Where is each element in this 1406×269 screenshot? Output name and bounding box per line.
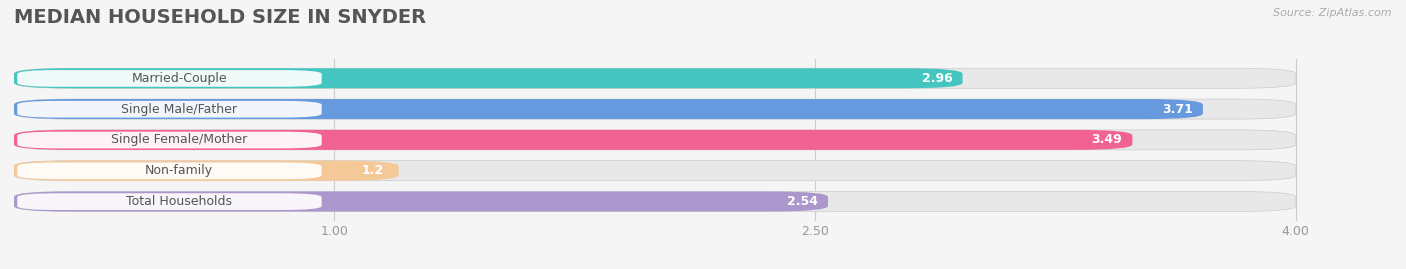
FancyBboxPatch shape xyxy=(14,68,1296,88)
FancyBboxPatch shape xyxy=(14,161,1296,181)
FancyBboxPatch shape xyxy=(14,99,1296,119)
FancyBboxPatch shape xyxy=(17,132,322,148)
FancyBboxPatch shape xyxy=(17,193,322,210)
Text: Source: ZipAtlas.com: Source: ZipAtlas.com xyxy=(1274,8,1392,18)
Text: Single Male/Father: Single Male/Father xyxy=(121,102,238,116)
Text: Single Female/Mother: Single Female/Mother xyxy=(111,133,247,146)
Text: 2.96: 2.96 xyxy=(921,72,952,85)
FancyBboxPatch shape xyxy=(14,130,1132,150)
FancyBboxPatch shape xyxy=(14,68,963,88)
Text: MEDIAN HOUSEHOLD SIZE IN SNYDER: MEDIAN HOUSEHOLD SIZE IN SNYDER xyxy=(14,8,426,27)
Text: 3.49: 3.49 xyxy=(1091,133,1122,146)
FancyBboxPatch shape xyxy=(14,192,828,211)
Text: 2.54: 2.54 xyxy=(787,195,818,208)
Text: Non-family: Non-family xyxy=(145,164,214,177)
FancyBboxPatch shape xyxy=(17,101,322,118)
Text: Total Households: Total Households xyxy=(127,195,232,208)
Text: Married-Couple: Married-Couple xyxy=(131,72,226,85)
FancyBboxPatch shape xyxy=(14,161,398,181)
Text: 3.71: 3.71 xyxy=(1161,102,1192,116)
FancyBboxPatch shape xyxy=(17,162,322,179)
FancyBboxPatch shape xyxy=(14,99,1204,119)
FancyBboxPatch shape xyxy=(17,70,322,87)
Text: 1.2: 1.2 xyxy=(361,164,384,177)
FancyBboxPatch shape xyxy=(14,192,1296,211)
FancyBboxPatch shape xyxy=(14,130,1296,150)
